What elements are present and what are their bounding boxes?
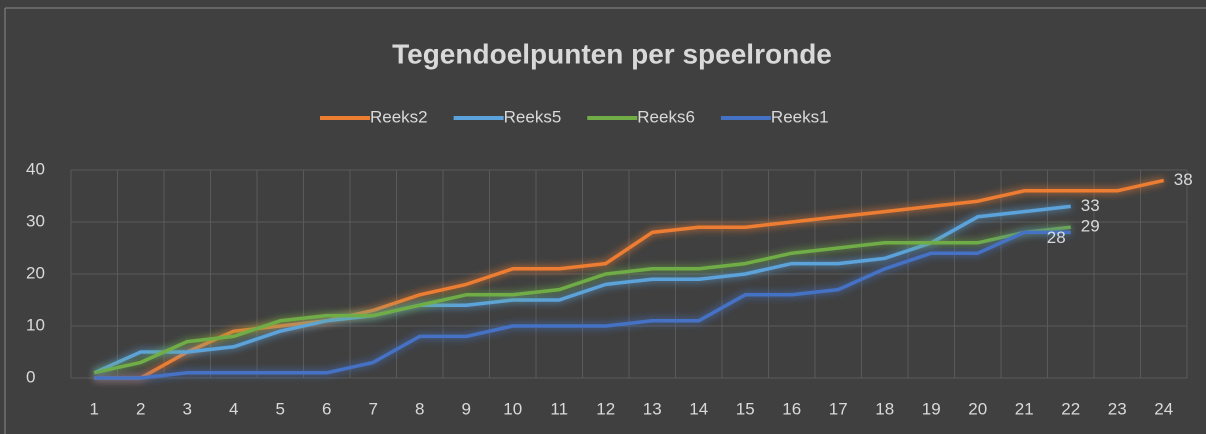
legend-label: Reeks2 bbox=[370, 107, 428, 126]
series-line bbox=[93, 204, 1071, 375]
x-tick-label: 15 bbox=[736, 399, 755, 418]
x-tick-label: 23 bbox=[1108, 399, 1127, 418]
data-label: 29 bbox=[1081, 217, 1100, 236]
x-tick-label: 22 bbox=[1061, 399, 1080, 418]
x-tick-label: 21 bbox=[1015, 399, 1034, 418]
x-tick-label: 4 bbox=[229, 399, 238, 418]
legend-label: Reeks1 bbox=[771, 107, 829, 126]
x-tick-label: 5 bbox=[276, 399, 285, 418]
x-tick-label: 13 bbox=[643, 399, 662, 418]
x-tick-label: 19 bbox=[922, 399, 941, 418]
x-tick-label: 6 bbox=[322, 399, 331, 418]
x-tick-label: 7 bbox=[369, 399, 378, 418]
y-tick-label: 10 bbox=[26, 315, 45, 334]
x-tick-label: 8 bbox=[415, 399, 424, 418]
x-tick-label: 14 bbox=[689, 399, 708, 418]
series-line bbox=[94, 178, 1165, 380]
y-tick-label: 20 bbox=[26, 263, 45, 282]
legend-label: Reeks6 bbox=[637, 107, 695, 126]
series-line bbox=[93, 225, 1071, 375]
data-label: 28 bbox=[1047, 228, 1066, 247]
chart-title: Tegendoelpunten per speelronde bbox=[392, 38, 832, 69]
x-tick-label: 18 bbox=[875, 399, 894, 418]
x-tick-label: 20 bbox=[968, 399, 987, 418]
x-tick-label: 11 bbox=[550, 399, 568, 418]
x-tick-label: 24 bbox=[1154, 399, 1173, 418]
x-tick-label: 3 bbox=[183, 399, 192, 418]
x-tick-label: 17 bbox=[829, 399, 848, 418]
y-tick-label: 40 bbox=[26, 159, 45, 178]
x-tick-label: 12 bbox=[596, 399, 615, 418]
x-tick-label: 2 bbox=[136, 399, 145, 418]
series-line bbox=[94, 230, 1071, 380]
y-tick-label: 0 bbox=[26, 367, 35, 386]
legend-label: Reeks5 bbox=[504, 107, 562, 126]
x-tick-label: 9 bbox=[462, 399, 471, 418]
x-tick-label: 10 bbox=[503, 399, 522, 418]
x-tick-label: 1 bbox=[90, 399, 99, 418]
data-label: 38 bbox=[1174, 170, 1193, 189]
y-tick-label: 30 bbox=[26, 211, 45, 230]
x-tick-label: 16 bbox=[782, 399, 801, 418]
data-label: 33 bbox=[1081, 196, 1100, 215]
